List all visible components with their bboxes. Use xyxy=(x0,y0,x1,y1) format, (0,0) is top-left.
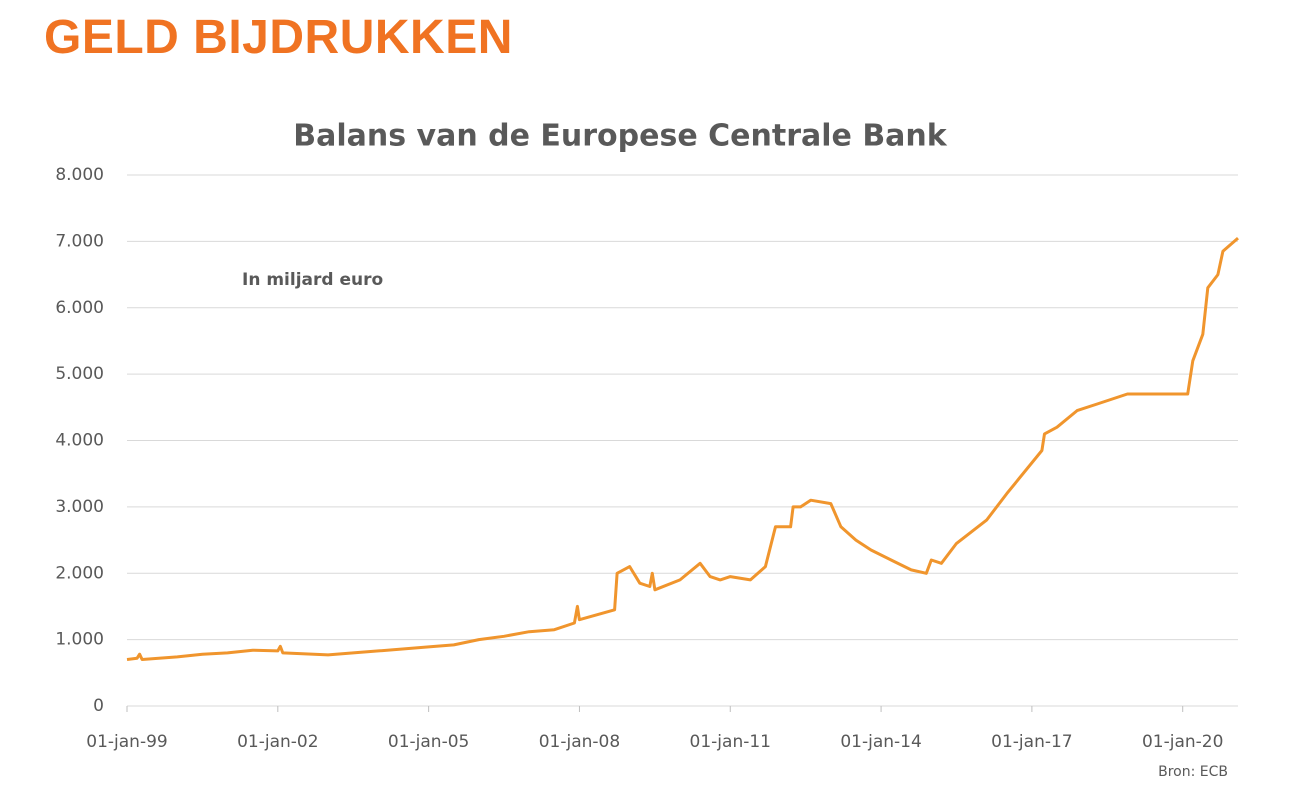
y-tick-label: 5.000 xyxy=(55,364,104,384)
x-tick-label: 01-jan-20 xyxy=(1142,732,1223,752)
y-tick-label: 2.000 xyxy=(55,563,104,583)
x-tick-label: 01-jan-14 xyxy=(840,732,921,752)
data-line xyxy=(126,236,1239,661)
y-tick-label: 8.000 xyxy=(55,165,104,185)
x-tick-label: 01-jan-99 xyxy=(86,732,167,752)
x-tick-label: 01-jan-08 xyxy=(539,732,620,752)
x-tick-label: 01-jan-11 xyxy=(690,732,771,752)
source: Bron: ECB xyxy=(1158,764,1228,780)
x-tick-label: 01-jan-02 xyxy=(237,732,318,752)
y-tick-label: 4.000 xyxy=(55,431,104,451)
chart-title: Balans van de Europese Centrale Bank xyxy=(293,119,948,154)
x-tick-label: 01-jan-05 xyxy=(388,732,469,752)
page-header: GELD BIJDRUKKEN xyxy=(44,11,513,64)
annotation: In miljard euro xyxy=(242,270,383,290)
y-tick-label: 6.000 xyxy=(55,298,104,318)
y-tick-label: 7.000 xyxy=(55,231,104,251)
y-tick-label: 1.000 xyxy=(55,630,104,650)
y-tick-label: 3.000 xyxy=(55,497,104,517)
x-tick-label: 01-jan-17 xyxy=(991,732,1072,752)
y-tick-label: 0 xyxy=(93,696,104,716)
